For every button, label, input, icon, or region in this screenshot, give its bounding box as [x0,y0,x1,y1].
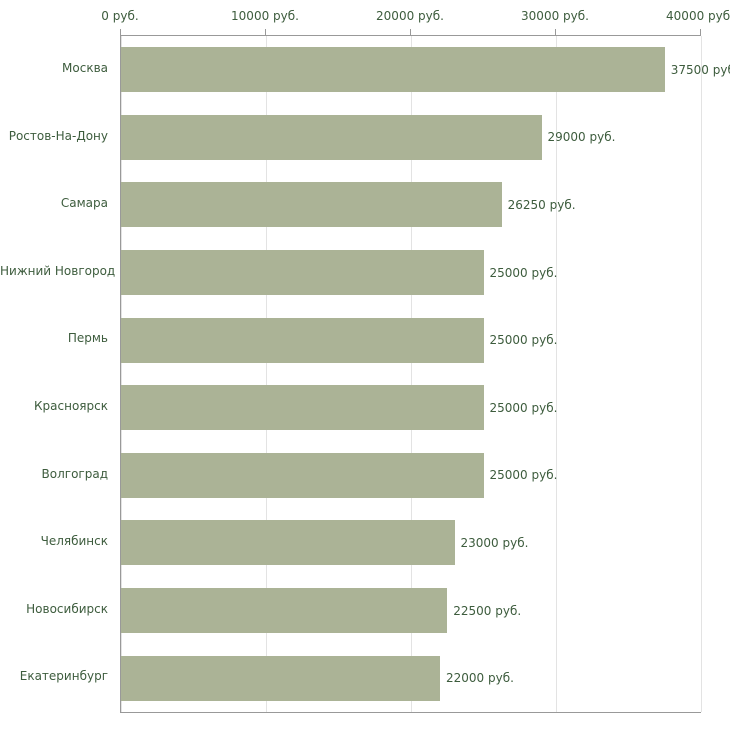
value-label: 26250 руб. [507,197,576,212]
category-label: Москва [62,61,108,75]
value-label: 22000 руб. [446,671,514,686]
value-label: 25000 руб. [489,333,558,348]
value-label: 25000 руб. [489,265,558,280]
x-axis: 0 руб. 10000 руб. 20000 руб. 30000 руб. 4000… [101,0,730,35]
bar-row: 23000 руб. [121,509,701,577]
category-label: Челябинск [40,534,108,549]
x-tick-mark [700,29,701,35]
bar-row: 29000 руб. [121,104,701,172]
category-label: Красноярск [34,398,108,413]
value-label: 29000 руб. [547,130,616,145]
gridline [556,36,557,712]
category-labels-column: Москва Ростов-На-Дону Самара Нижний Новгоро… [0,35,116,711]
x-tick-label: 40000 руб. [666,9,730,23]
bar [121,385,484,431]
category-label: Нижний Новгород [0,263,116,278]
bar [121,114,542,160]
value-label: 23000 руб. [460,535,529,550]
gridline [701,36,702,712]
bar [121,588,448,634]
category-label: Самара [60,196,108,211]
bar-row: 25000 руб. [121,374,701,442]
x-tick-label: 10000 руб. [231,9,299,23]
value-label: 37500 руб. [670,62,730,77]
value-label: 25000 руб. [489,400,558,415]
bar [121,317,484,363]
bar-row: 25000 руб. [121,306,701,374]
gridline [121,36,122,712]
category-label: Новосибирск [26,601,108,616]
x-tick-mark [555,29,556,35]
bar [121,520,455,566]
bar [121,452,484,498]
bar [121,250,484,296]
x-tick-mark [410,29,411,35]
category-label: Ростов-На-Дону [8,128,108,143]
value-label: 22500 руб. [453,603,522,618]
bar [121,182,502,228]
x-tick-label: 0 руб. [101,9,139,23]
bar-row: 37500 руб. [121,36,730,104]
bar-row: 25000 руб. [121,239,701,307]
bar-rows: 37500 руб. 29000 руб. 26250 руб. 25000 руб.… [121,36,730,712]
category-label: Екатеринбург [19,669,108,684]
category-label: Волгоград [41,466,108,481]
x-tick-mark [265,29,266,35]
plot-area: 37500 руб. 29000 руб. 26250 руб. 25000 руб.… [120,35,730,713]
bar [121,47,665,93]
x-tick-label: 20000 руб. [376,9,444,23]
bar-row: 26250 руб. [121,171,701,239]
category-label: Пермь [67,331,108,346]
gridlines [121,36,702,712]
value-label: 25000 руб. [489,468,558,483]
bar-row: 25000 руб. [121,442,701,510]
bar [121,655,440,701]
x-tick-label: 30000 руб. [521,9,589,23]
gridline [411,36,412,712]
x-tick-mark [120,29,121,35]
gridline [266,36,267,712]
bar-row: 22500 руб. [121,577,701,645]
bar-row: 22000 руб. [121,644,701,712]
